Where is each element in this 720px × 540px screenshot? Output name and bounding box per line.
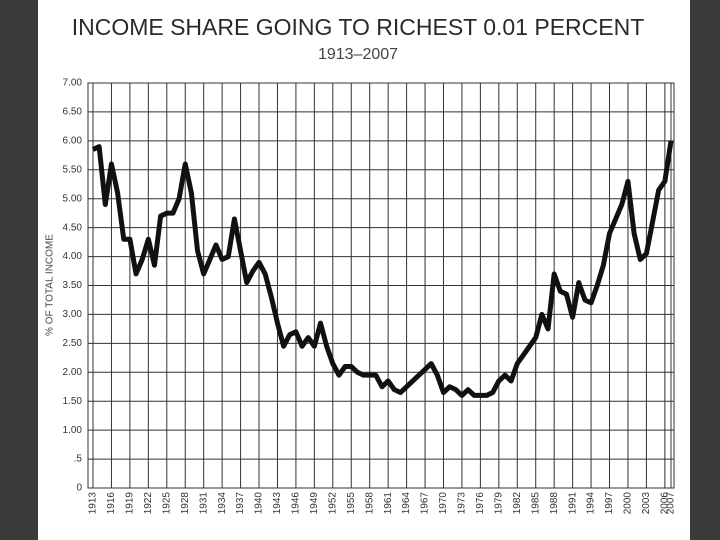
x-tick-label: 1928: [180, 492, 191, 515]
y-tick-label: 4.50: [63, 222, 83, 233]
x-tick-label: 1946: [291, 492, 302, 515]
series-line: [91, 140, 674, 398]
x-tick-label: 1934: [217, 492, 228, 515]
y-tick-label: 2.50: [63, 338, 83, 349]
x-tick-label: 1940: [254, 492, 265, 515]
x-tick-label: 1997: [604, 492, 615, 515]
x-tick-label: 2007: [666, 492, 677, 515]
x-tick-label: 1991: [567, 492, 578, 515]
x-tick-label: 1913: [88, 492, 99, 515]
x-tick-label: 1979: [493, 492, 504, 515]
chart-subtitle: 1913–2007: [318, 46, 398, 63]
x-tick-label: 1919: [125, 492, 136, 515]
y-tick-label: 3.00: [63, 309, 83, 320]
y-tick-label: 3.50: [63, 280, 83, 291]
y-tick-label: 5.50: [63, 164, 83, 175]
x-tick-label: 1994: [586, 492, 597, 515]
y-tick-label: 6.00: [63, 135, 83, 146]
x-tick-label: 1925: [161, 492, 172, 515]
y-tick-label: 1.00: [63, 425, 83, 436]
x-tick-label: 1973: [457, 492, 468, 515]
x-tick-label: 1916: [106, 492, 117, 515]
x-tick-label: 1955: [346, 492, 357, 515]
x-tick-label: 1961: [383, 492, 394, 515]
y-tick-label: 1.50: [63, 396, 83, 407]
x-tick-label: 1964: [401, 492, 412, 515]
y-tick-label: 2.00: [63, 367, 83, 378]
x-tick-label: 1976: [475, 492, 486, 515]
x-tick-label: 1952: [327, 492, 338, 515]
x-tick-label: 2006: [659, 492, 670, 515]
x-tick-label: 1967: [420, 492, 431, 515]
y-tick-label: 5.00: [63, 193, 83, 204]
x-tick-label: 1982: [512, 492, 523, 515]
y-axis-label: % OF TOTAL INCOME: [45, 234, 56, 336]
x-tick-label: 1931: [198, 492, 209, 515]
x-tick-label: 1958: [364, 492, 375, 515]
panel: [38, 0, 690, 540]
y-tick-label: 0: [76, 483, 82, 494]
x-tick-label: 1988: [549, 492, 560, 515]
x-tick-label: 1985: [530, 492, 541, 515]
chart-title: INCOME SHARE GOING TO RICHEST 0.01 PERCE…: [72, 14, 645, 40]
x-tick-label: 2003: [641, 492, 652, 515]
x-tick-label: 1949: [309, 492, 320, 515]
x-tick-label: 1943: [272, 492, 283, 515]
x-tick-label: 1922: [143, 492, 154, 515]
y-tick-label: 6.50: [63, 107, 83, 118]
x-tick-label: 2000: [623, 492, 634, 515]
y-tick-label: .5: [74, 454, 83, 465]
x-tick-label: 1970: [438, 492, 449, 515]
x-tick-label: 1937: [235, 492, 246, 515]
y-tick-label: 7.00: [63, 78, 83, 89]
y-tick-label: 4.00: [63, 251, 83, 262]
